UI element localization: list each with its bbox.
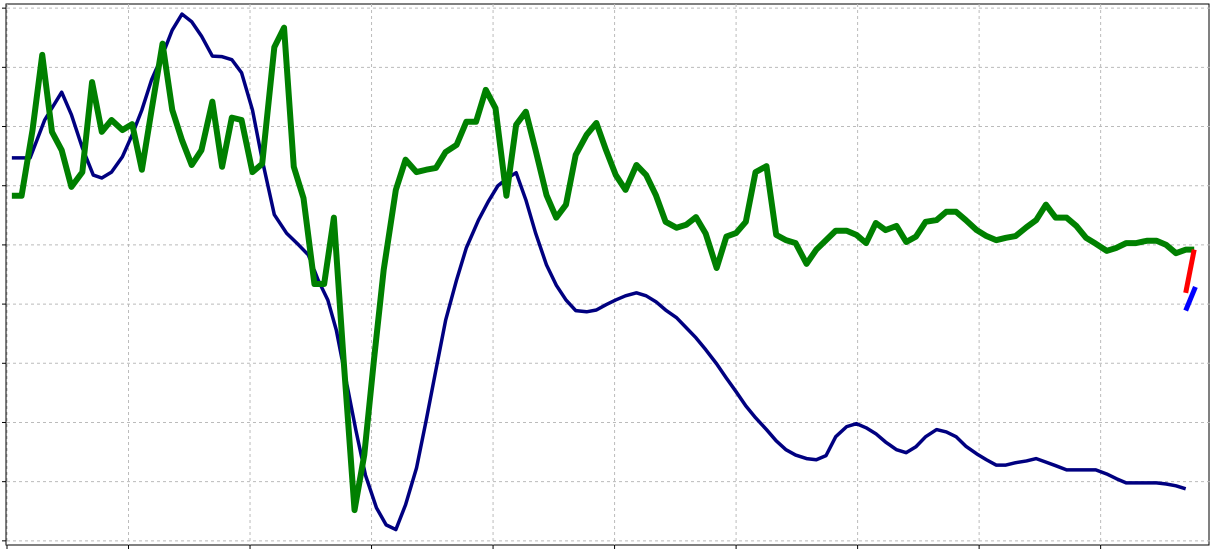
data-line bbox=[11, 12, 1187, 532]
data-line bbox=[1183, 249, 1197, 294]
data-line bbox=[11, 24, 1195, 514]
data-line bbox=[1183, 285, 1198, 312]
plot-frame bbox=[5, 3, 1210, 546]
